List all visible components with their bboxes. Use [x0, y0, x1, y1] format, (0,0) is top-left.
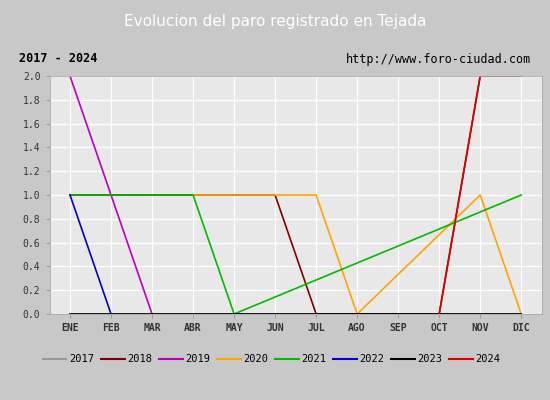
Text: http://www.foro-ciudad.com: http://www.foro-ciudad.com [346, 52, 531, 66]
Text: 2022: 2022 [360, 354, 384, 364]
Text: 2024: 2024 [476, 354, 500, 364]
Text: 2017: 2017 [69, 354, 94, 364]
Text: 2017 - 2024: 2017 - 2024 [19, 52, 97, 66]
Text: Evolucion del paro registrado en Tejada: Evolucion del paro registrado en Tejada [124, 14, 426, 29]
Text: 2021: 2021 [301, 354, 326, 364]
Text: 2020: 2020 [243, 354, 268, 364]
Text: 2019: 2019 [185, 354, 210, 364]
Text: 2023: 2023 [417, 354, 443, 364]
Text: 2018: 2018 [127, 354, 152, 364]
